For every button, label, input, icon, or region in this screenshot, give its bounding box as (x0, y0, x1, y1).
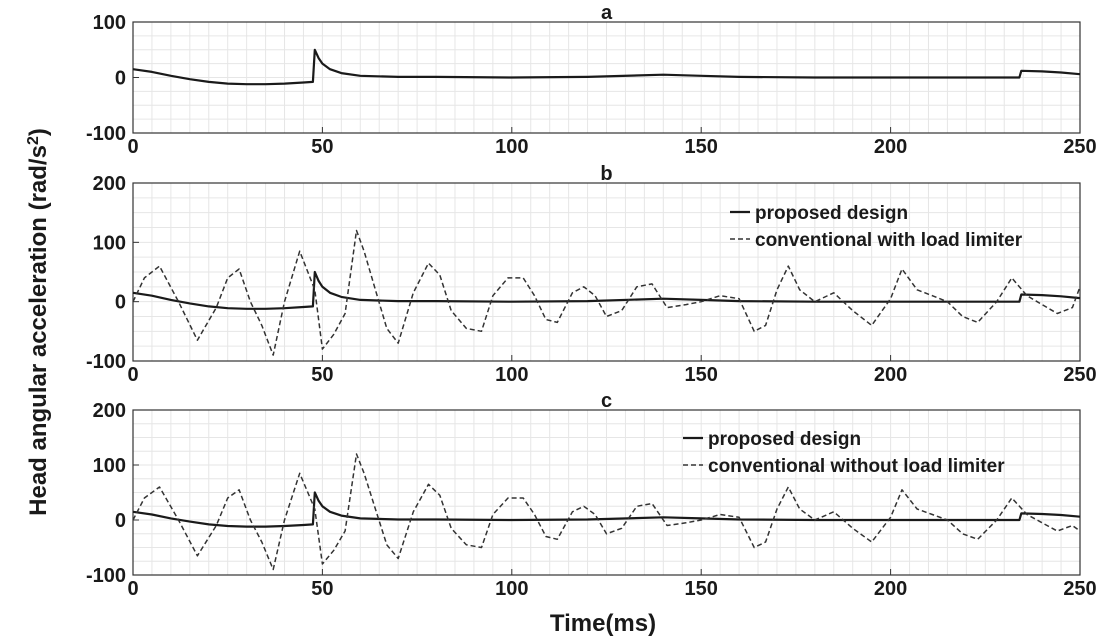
x-tick-label: 150 (685, 578, 718, 600)
x-tick-label: 200 (874, 578, 907, 600)
x-tick-label: 0 (127, 578, 138, 600)
y-tick-label: 100 (93, 12, 126, 34)
legend-label: proposed design (755, 203, 908, 224)
y-tick-label: 0 (115, 68, 126, 90)
x-tick-label: 100 (495, 578, 528, 600)
x-axis-label: Time(ms) (550, 610, 656, 637)
x-tick-label: 150 (685, 136, 718, 158)
plot-frame (132, 182, 1081, 362)
y-axis-label-close: ) (25, 128, 52, 136)
x-tick-label: 0 (127, 136, 138, 158)
series-line-proposed (132, 270, 1081, 310)
y-tick-label: 0 (115, 292, 126, 314)
x-tick-label: 0 (127, 364, 138, 386)
legend-label: proposed design (708, 429, 861, 450)
series-line-conventional (132, 453, 1081, 571)
plot-frame (132, 409, 1081, 576)
y-tick-label: 200 (93, 173, 126, 195)
y-tick-label: 100 (93, 232, 126, 254)
x-tick-label: 250 (1063, 364, 1096, 386)
y-tick-label: 200 (93, 400, 126, 422)
panel-title: a (601, 2, 613, 24)
legend: proposed design conventional without load… (683, 429, 1005, 477)
x-tick-label: 50 (311, 578, 333, 600)
x-tick-label: 100 (495, 136, 528, 158)
x-tick-label: 200 (874, 364, 907, 386)
legend-label: conventional with load limiter (755, 230, 1023, 251)
y-axis-label-superscript: 2 (25, 136, 42, 145)
x-tick-label: 50 (311, 364, 333, 386)
x-tick-label: 150 (685, 364, 718, 386)
x-tick-label: 250 (1063, 578, 1096, 600)
series-line-conventional (132, 229, 1081, 356)
x-tick-label: 250 (1063, 136, 1096, 158)
panel-title: c (601, 390, 612, 412)
y-axis-label: Head angular acceleration (rad/s2) (25, 128, 53, 516)
series-line-proposed (132, 491, 1081, 528)
y-axis-label-main: Head angular acceleration (rad/s (25, 145, 52, 516)
y-tick-label: -100 (86, 565, 126, 587)
x-tick-label: 50 (311, 136, 333, 158)
y-tick-label: 100 (93, 455, 126, 477)
x-tick-label: 100 (495, 364, 528, 386)
y-tick-label: -100 (86, 351, 126, 373)
y-tick-label: -100 (86, 123, 126, 145)
panel-title: b (600, 163, 612, 185)
x-tick-label: 200 (874, 136, 907, 158)
y-tick-label: 0 (115, 510, 126, 532)
legend: proposed design conventional with load li… (730, 203, 1023, 251)
legend-label: conventional without load limiter (708, 456, 1005, 477)
series-line-proposed (132, 48, 1081, 86)
